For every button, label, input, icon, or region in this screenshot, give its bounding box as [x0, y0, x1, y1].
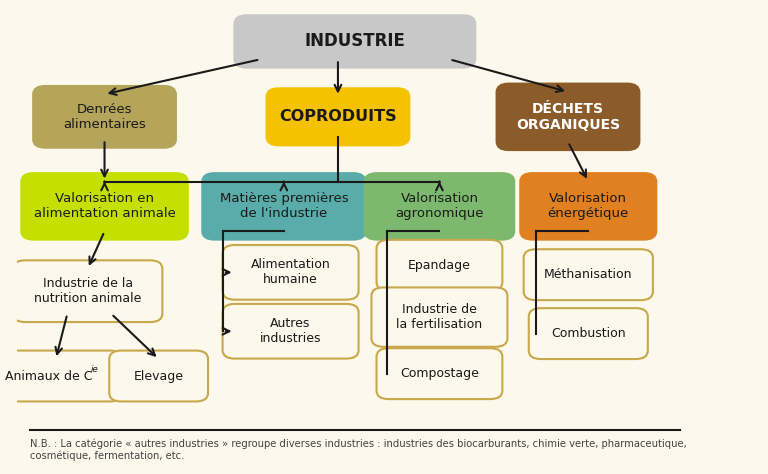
FancyBboxPatch shape — [13, 260, 162, 322]
FancyBboxPatch shape — [376, 348, 502, 399]
Text: Epandage: Epandage — [408, 259, 471, 272]
FancyBboxPatch shape — [266, 88, 409, 146]
FancyBboxPatch shape — [202, 173, 366, 239]
FancyBboxPatch shape — [372, 287, 508, 347]
FancyBboxPatch shape — [22, 173, 187, 239]
Text: Compostage: Compostage — [400, 367, 479, 380]
FancyBboxPatch shape — [365, 173, 515, 239]
FancyBboxPatch shape — [520, 173, 657, 239]
FancyBboxPatch shape — [33, 86, 176, 148]
FancyBboxPatch shape — [234, 15, 475, 68]
Text: Industrie de la
nutrition animale: Industrie de la nutrition animale — [34, 277, 141, 305]
FancyBboxPatch shape — [497, 83, 640, 150]
Text: Animaux de C: Animaux de C — [5, 370, 93, 383]
Text: Valorisation en
alimentation animale: Valorisation en alimentation animale — [34, 192, 175, 220]
FancyBboxPatch shape — [109, 351, 208, 401]
FancyBboxPatch shape — [524, 249, 653, 300]
Text: Industrie de
la fertilisation: Industrie de la fertilisation — [396, 303, 482, 331]
FancyBboxPatch shape — [528, 308, 648, 359]
Text: Valorisation
énergétique: Valorisation énergétique — [548, 192, 629, 220]
Text: Autres
industries: Autres industries — [260, 317, 321, 345]
Text: Valorisation
agronomique: Valorisation agronomique — [396, 192, 484, 220]
FancyBboxPatch shape — [376, 240, 502, 291]
Text: Combustion: Combustion — [551, 327, 626, 340]
Text: Méthanisation: Méthanisation — [544, 268, 633, 281]
Text: DÉCHETS
ORGANIQUES: DÉCHETS ORGANIQUES — [516, 102, 620, 132]
Text: Elevage: Elevage — [134, 370, 184, 383]
Text: Alimentation
humaine: Alimentation humaine — [250, 258, 330, 286]
FancyBboxPatch shape — [223, 304, 359, 358]
Text: ie: ie — [91, 365, 99, 374]
Text: N.B. : La catégorie « autres industries » regroupe diverses industries : industr: N.B. : La catégorie « autres industries … — [30, 438, 687, 461]
Text: INDUSTRIE: INDUSTRIE — [304, 32, 406, 50]
FancyBboxPatch shape — [0, 351, 122, 401]
Text: COPRODUITS: COPRODUITS — [279, 109, 397, 124]
Text: Denrées
alimentaires: Denrées alimentaires — [63, 103, 146, 131]
Text: Matières premières
de l'industrie: Matières premières de l'industrie — [220, 192, 348, 220]
FancyBboxPatch shape — [223, 245, 359, 300]
